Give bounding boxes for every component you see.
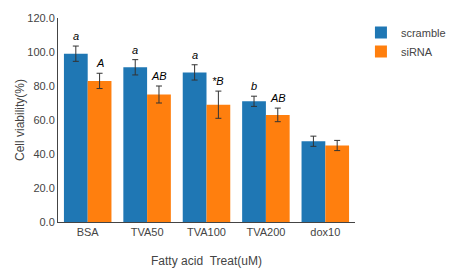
svg-text:AB: AB bbox=[151, 70, 167, 82]
svg-text:dox10: dox10 bbox=[310, 226, 340, 238]
svg-text:a: a bbox=[192, 49, 198, 61]
svg-text:A: A bbox=[96, 57, 104, 69]
svg-text:20.0: 20.0 bbox=[33, 182, 54, 194]
svg-text:b: b bbox=[251, 80, 257, 92]
svg-text:Fatty acid Treat(uM): Fatty acid Treat(uM) bbox=[151, 254, 262, 268]
svg-text:0.0: 0.0 bbox=[40, 216, 55, 228]
svg-text:siRNA: siRNA bbox=[401, 46, 433, 58]
svg-text:Cell viability(%): Cell viability(%) bbox=[13, 79, 27, 161]
svg-text:AB: AB bbox=[270, 92, 286, 104]
svg-text:BSA: BSA bbox=[77, 226, 100, 238]
svg-text:100.0: 100.0 bbox=[27, 46, 55, 58]
svg-text:scramble: scramble bbox=[401, 27, 446, 39]
svg-text:TVA50: TVA50 bbox=[131, 226, 164, 238]
svg-text:a: a bbox=[73, 30, 79, 42]
svg-text:TVA100: TVA100 bbox=[187, 226, 226, 238]
svg-text:*B: *B bbox=[212, 75, 224, 87]
svg-text:TVA200: TVA200 bbox=[246, 226, 285, 238]
svg-text:60.0: 60.0 bbox=[33, 114, 54, 126]
svg-text:40.0: 40.0 bbox=[33, 148, 54, 160]
svg-text:a: a bbox=[132, 44, 138, 56]
svg-text:80.0: 80.0 bbox=[33, 80, 54, 92]
svg-text:120.0: 120.0 bbox=[27, 12, 55, 24]
